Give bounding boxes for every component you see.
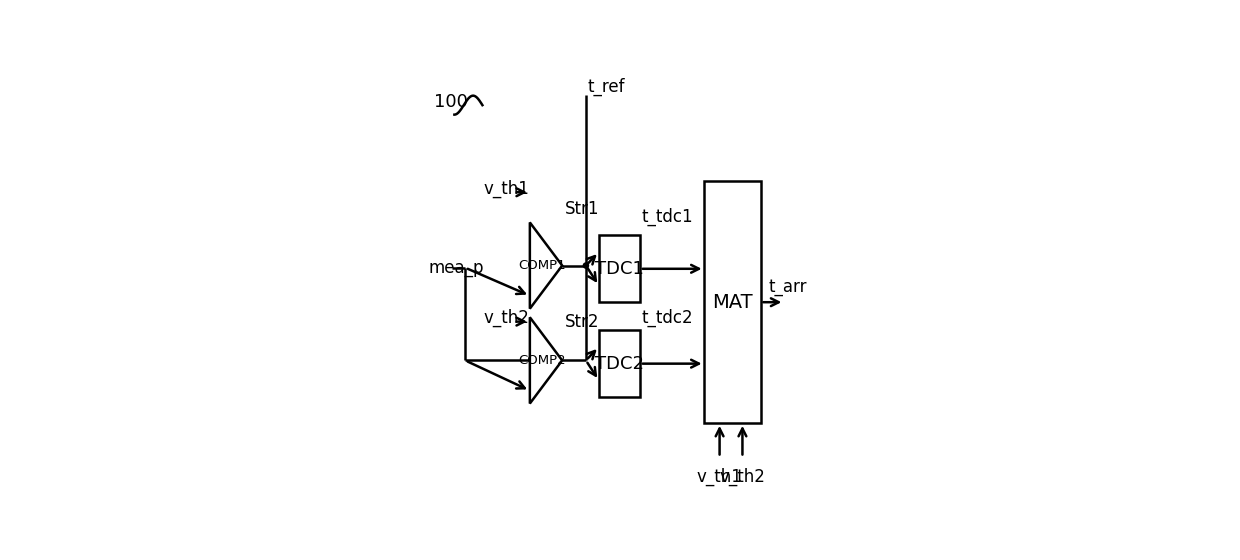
Text: MAT: MAT: [712, 293, 753, 312]
Text: Str1: Str1: [565, 199, 600, 218]
Bar: [599, 235, 640, 302]
Text: t_ref: t_ref: [588, 77, 625, 96]
Circle shape: [583, 263, 589, 268]
Text: Str2: Str2: [565, 312, 600, 330]
Bar: [599, 330, 640, 397]
Text: t_arr: t_arr: [769, 278, 807, 296]
Text: TDC2: TDC2: [595, 354, 644, 372]
Text: v_th2: v_th2: [719, 468, 765, 486]
Text: 100: 100: [434, 93, 467, 111]
Text: TDC1: TDC1: [595, 260, 644, 278]
Polygon shape: [529, 222, 562, 309]
Text: v_th1: v_th1: [697, 468, 743, 486]
Text: t_tdc1: t_tdc1: [642, 208, 693, 226]
Text: v_th2: v_th2: [484, 309, 529, 327]
Text: t_tdc2: t_tdc2: [642, 309, 693, 327]
Polygon shape: [529, 318, 562, 404]
Text: COMP1: COMP1: [518, 259, 565, 272]
Text: mea_p: mea_p: [429, 259, 484, 277]
Text: COMP2: COMP2: [518, 354, 565, 367]
Text: v_th1: v_th1: [484, 180, 529, 198]
Bar: [704, 181, 760, 423]
